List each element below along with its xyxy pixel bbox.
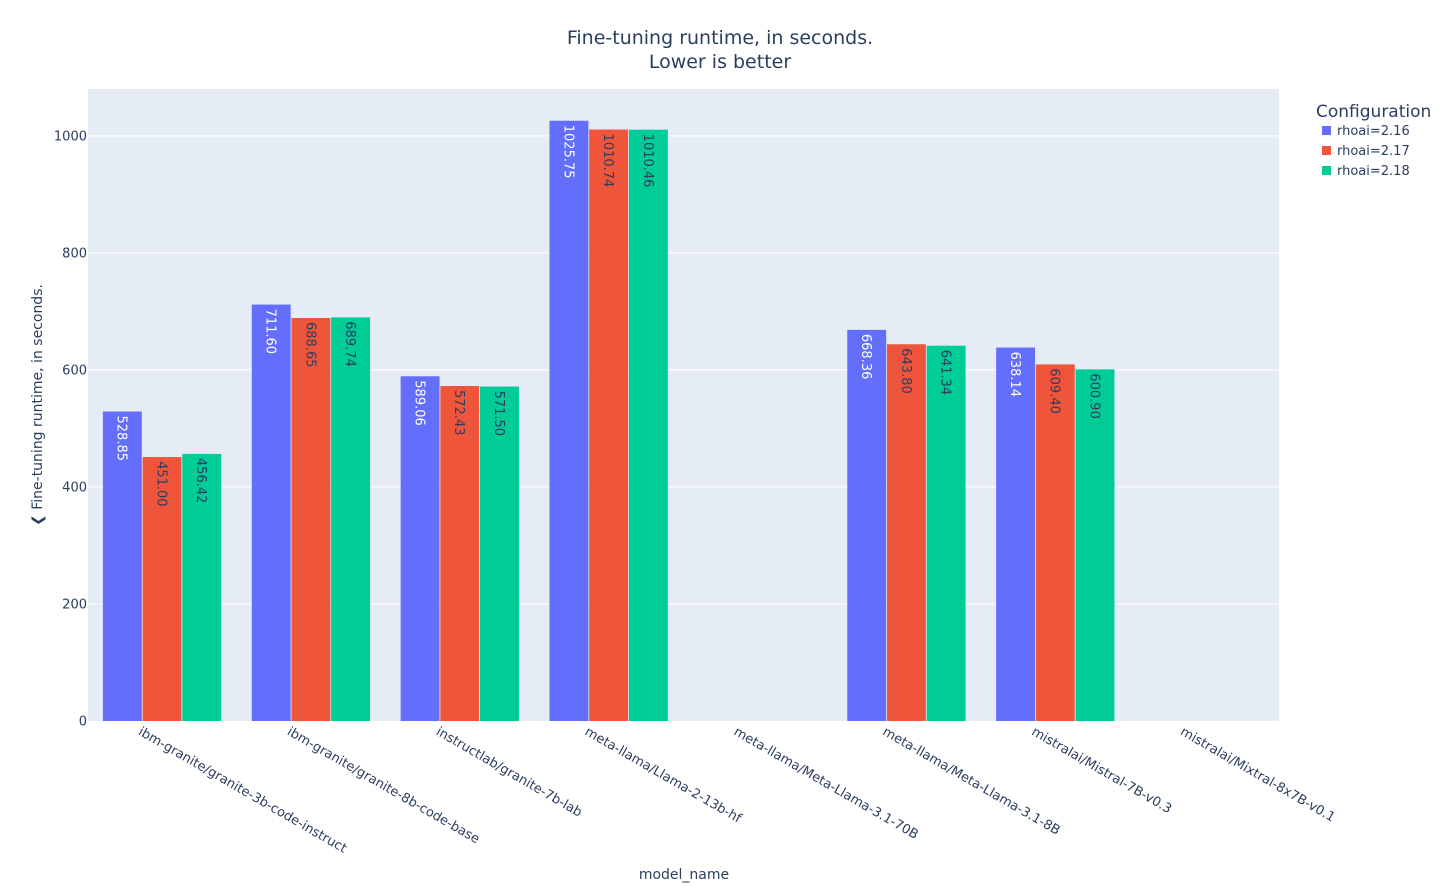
bar-value-label: 456.42 [193, 458, 208, 504]
bar-value-label: 1025.75 [560, 125, 575, 179]
bar-value-label: 528.85 [114, 416, 129, 462]
legend-label: rhoai=2.16 [1337, 124, 1410, 139]
bars: 528.85 711.60 589.06 1025.75 668.36 638.14 451… [102, 120, 1115, 721]
bar-value-label: 688.65 [302, 322, 317, 368]
x-axis-title: model_name [639, 867, 729, 883]
y-axis-title: ❮ Fine-tuning runtime, in seconds. [30, 284, 46, 526]
y-tick-label: 200 [62, 597, 87, 612]
bar[interactable] [400, 376, 440, 721]
bar[interactable] [291, 318, 331, 721]
bar-value-label: 571.50 [491, 391, 506, 437]
chart-title: Fine-tuning runtime, in seconds. [567, 27, 873, 49]
y-tick-label: 1000 [54, 129, 87, 144]
y-tick-label: 0 [79, 715, 87, 730]
legend-title: Configuration [1316, 102, 1431, 122]
x-tick-label: meta-llama/Llama-2-13b-hf [582, 724, 744, 826]
bar-value-label: 1010.74 [600, 134, 615, 188]
bar[interactable] [847, 329, 887, 721]
legend-item[interactable]: rhoai=2.17 [1322, 144, 1410, 159]
bar-value-label: 668.36 [858, 334, 873, 380]
bar-value-label: 641.34 [938, 350, 953, 396]
bar[interactable] [549, 120, 589, 721]
legend-label: rhoai=2.17 [1337, 144, 1410, 159]
bar[interactable] [628, 129, 668, 721]
bar-value-label: 638.14 [1007, 352, 1022, 398]
bar-value-label: 572.43 [451, 390, 466, 436]
legend-swatch [1322, 126, 1331, 135]
bar[interactable] [1075, 369, 1115, 721]
bar-value-label: 609.40 [1047, 368, 1062, 414]
legend-swatch [1322, 146, 1331, 155]
y-axis-ticks: 0 200 400 600 800 1000 [54, 129, 87, 729]
bar[interactable] [331, 317, 371, 721]
y-tick-label: 400 [62, 480, 87, 495]
bar[interactable] [589, 129, 629, 721]
bar[interactable] [182, 453, 222, 721]
chart-subtitle: Lower is better [649, 51, 792, 73]
y-tick-label: 800 [62, 246, 87, 261]
x-tick-label: mistralai/Mistral-7B-v0.3 [1029, 724, 1174, 817]
y-tick-label: 600 [62, 363, 87, 378]
x-tick-label: instructlab/granite-7b-lab [433, 724, 584, 820]
bar[interactable] [440, 386, 480, 721]
bar-value-label: 451.00 [153, 461, 168, 507]
bar-value-label: 711.60 [263, 309, 278, 355]
bar[interactable] [996, 347, 1036, 721]
bar-value-label: 643.80 [898, 348, 913, 394]
bar[interactable] [1035, 364, 1075, 721]
legend-label: rhoai=2.18 [1337, 164, 1410, 179]
bar[interactable] [142, 457, 182, 721]
legend[interactable]: Configuration rhoai=2.16 rhoai=2.17 rhoai=… [1316, 102, 1431, 179]
legend-item[interactable]: rhoai=2.16 [1322, 124, 1410, 139]
bar-value-label: 589.06 [411, 380, 426, 426]
bar[interactable] [926, 345, 966, 721]
bar[interactable] [886, 344, 926, 721]
bar-value-label: 1010.46 [640, 134, 655, 188]
bar-value-label: 600.90 [1086, 373, 1101, 419]
legend-swatch [1322, 166, 1331, 175]
bar[interactable] [251, 304, 291, 721]
bar[interactable] [480, 386, 519, 721]
legend-item[interactable]: rhoai=2.18 [1322, 164, 1410, 179]
x-axis-ticks: ibm-granite/granite-3b-code-instructibm-… [135, 724, 1337, 856]
bar-value-label: 689.74 [342, 321, 357, 367]
x-tick-label: mistralai/Mixtral-8x7B-v0.1 [1178, 724, 1338, 825]
bar[interactable] [102, 411, 142, 721]
